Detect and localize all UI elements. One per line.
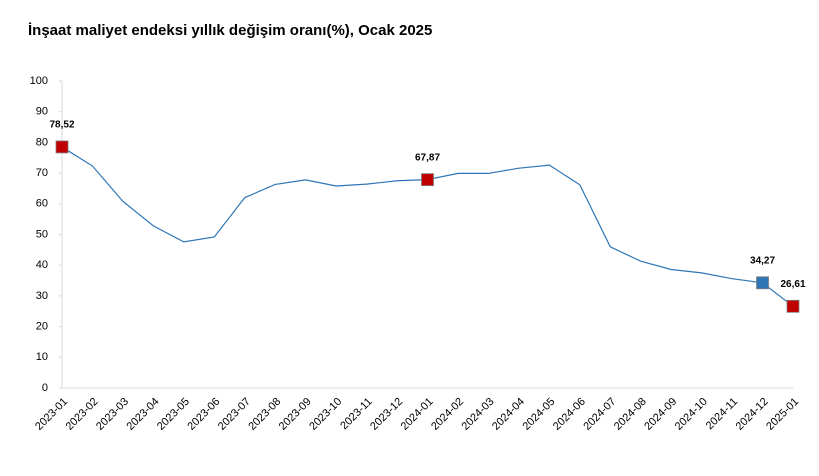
data-label: 34,27 bbox=[750, 255, 775, 266]
x-tick-label: 2023-03 bbox=[94, 396, 131, 433]
y-tick-label: 0 bbox=[42, 382, 48, 394]
x-tick-label: 2024-08 bbox=[612, 396, 649, 433]
x-tick-label: 2024-12 bbox=[734, 396, 771, 433]
y-tick-label: 90 bbox=[36, 106, 48, 118]
y-tick-label: 50 bbox=[36, 228, 48, 240]
data-label: 26,61 bbox=[780, 279, 805, 290]
y-tick-label: 40 bbox=[36, 259, 48, 271]
marker bbox=[55, 140, 69, 154]
y-tick-label: 20 bbox=[36, 321, 48, 333]
x-tick-label: 2024-04 bbox=[490, 396, 527, 433]
data-label: 78,52 bbox=[49, 120, 74, 131]
y-tick-label: 100 bbox=[30, 75, 48, 87]
chart-title: İnşaat maliyet endeksi yıllık değişim or… bbox=[28, 22, 432, 39]
x-tick-label: 2023-09 bbox=[277, 396, 314, 433]
x-tick-label: 2024-10 bbox=[673, 396, 710, 433]
y-tick-label: 10 bbox=[36, 351, 48, 363]
x-tick-label: 2023-08 bbox=[246, 396, 283, 433]
x-tick-label: 2024-09 bbox=[642, 396, 679, 433]
x-tick-label: 2023-01 bbox=[33, 396, 70, 433]
x-tick-label: 2024-05 bbox=[520, 396, 557, 433]
x-tick-label: 2023-02 bbox=[64, 396, 101, 433]
x-tick-label: 2023-04 bbox=[125, 396, 162, 433]
y-tick-label: 30 bbox=[36, 290, 48, 302]
y-tick-label: 70 bbox=[36, 167, 48, 179]
x-tick-label: 2024-07 bbox=[581, 396, 618, 433]
x-tick-label: 2023-05 bbox=[155, 396, 192, 433]
line bbox=[61, 146, 794, 307]
x-tick-label: 2023-06 bbox=[185, 396, 222, 433]
x-tick-label: 2023-07 bbox=[216, 396, 253, 433]
x-tick-label: 2025-01 bbox=[764, 396, 801, 433]
marker bbox=[756, 276, 769, 290]
x-tick-label: 2024-01 bbox=[399, 396, 436, 433]
data-label: 67,87 bbox=[415, 152, 440, 163]
x-tick-label: 2023-10 bbox=[307, 396, 344, 433]
x-tick-label: 2024-03 bbox=[460, 396, 497, 433]
marker bbox=[786, 299, 800, 313]
x-tick-label: 2023-12 bbox=[368, 396, 405, 433]
y-tick-label: 80 bbox=[36, 136, 48, 148]
marker bbox=[421, 173, 434, 187]
x-tick-label: 2024-06 bbox=[551, 396, 588, 433]
y-tick-label: 60 bbox=[36, 198, 48, 210]
x-tick-label: 2024-02 bbox=[429, 396, 466, 433]
